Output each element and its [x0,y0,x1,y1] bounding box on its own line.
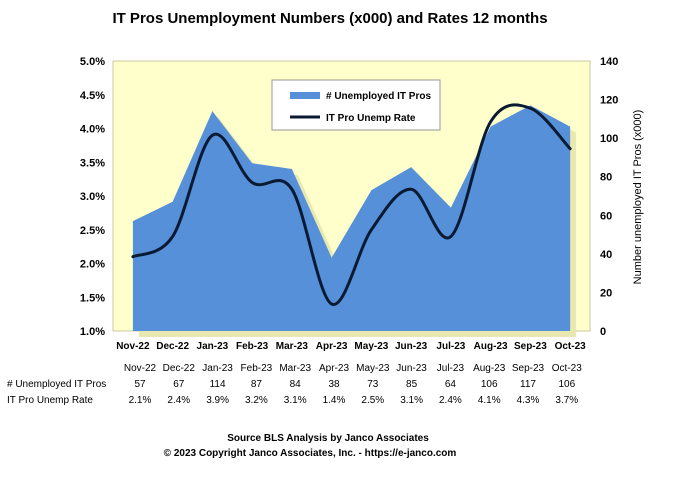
left-tick-label: 3.0% [80,191,105,203]
table-cell-value: 117 [520,379,536,390]
legend-area-swatch [290,92,320,99]
x-tick-label: Dec-22 [156,341,189,352]
x-tick-label: Apr-23 [316,341,348,352]
left-tick-label: 5.0% [80,56,105,68]
table-cell-value: 84 [290,379,302,390]
area-series-unemployed [132,105,571,331]
right-tick-label: 80 [600,172,612,184]
table-cell-value: 73 [367,379,379,390]
table-column-header: Oct-23 [552,363,582,374]
table-column-header: Nov-22 [124,363,157,374]
table-cell-value: 3.2% [245,395,268,406]
legend: # Unemployed IT Pros IT Pro Unemp Rate [271,79,441,131]
left-tick-label: 1.0% [80,326,105,338]
table-column-header: Apr-23 [319,363,349,374]
x-tick-label: Sep-23 [514,341,547,352]
right-tick-label: 100 [600,133,618,145]
table-cell-value: 3.9% [206,395,229,406]
table-column-header: May-23 [356,363,390,374]
x-tick-label: Jan-23 [197,341,229,352]
right-axis-label: Number unemployed IT Pros (x000) [632,110,644,285]
table-column-header: Aug-23 [473,363,506,374]
legend-line-label: IT Pro Unemp Rate [326,113,416,124]
line-series-rate [131,103,572,306]
table-cell-value: 38 [328,379,340,390]
table-cell-value: 1.4% [323,395,346,406]
right-tick-label: 20 [600,287,612,299]
data-table: Nov-22 Dec-22 Jan-23 Feb-23 Mar-23 Apr-23 May-… [7,363,582,406]
x-tick-label: May-23 [354,341,388,352]
left-tick-label: 2.0% [80,259,105,271]
table-column-header: Jul-23 [437,363,465,374]
table-column-header: Feb-23 [241,363,273,374]
x-tick-label: Oct-23 [555,341,587,352]
table-cell-value: 87 [251,379,263,390]
x-tick-label: Nov-22 [116,341,150,352]
table-column-header: Dec-22 [163,363,196,374]
left-tick-label: 3.5% [80,157,105,169]
source-line: Source BLS Analysis by Janco Associates [227,433,429,444]
table-cell-value: 3.1% [400,395,423,406]
table-cell-value: 3.7% [555,395,578,406]
table-cell-value: 3.1% [284,395,307,406]
table-cell-value: 106 [481,379,498,390]
table-column-header: Sep-23 [512,363,545,374]
x-tick-label: Jun-23 [395,341,428,352]
table-row-label: IT Pro Unemp Rate [7,395,93,406]
right-tick-label: 0 [600,326,606,338]
x-tick-label: Feb-23 [236,341,269,352]
table-column-header: Mar-23 [279,363,311,374]
right-tick-label: 60 [600,210,612,222]
table-row-label: # Unemployed IT Pros [7,379,106,390]
table-cell-value: 2.4% [167,395,190,406]
table-cell-value: 106 [558,379,575,390]
copyright-line: © 2023 Copyright Janco Associates, Inc. … [164,448,457,459]
legend-box [271,79,441,131]
chart-title: IT Pros Unemployment Numbers (x000) and … [112,10,547,27]
table-cell-value: 64 [445,379,457,390]
x-tick-label: Jul-23 [436,341,465,352]
right-tick-label: 120 [600,95,618,107]
table-cell-value: 4.1% [478,395,501,406]
table-cell-value: 67 [173,379,185,390]
table-column-header: Jan-23 [202,363,233,374]
right-tick-label: 40 [600,249,612,261]
table-cell-value: 2.1% [129,395,152,406]
x-tick-label: Mar-23 [276,341,309,352]
legend-area-label: # Unemployed IT Pros [326,91,431,102]
left-tick-label: 2.5% [80,225,105,237]
table-column-header: Jun-23 [396,363,427,374]
table-cell-value: 2.4% [439,395,462,406]
table-cell-value: 114 [210,379,226,390]
left-tick-label: 1.5% [80,292,105,304]
table-cell-value: 2.5% [361,395,384,406]
left-tick-label: 4.5% [80,90,105,102]
table-cell-value: 4.3% [517,395,540,406]
table-cell-value: 57 [134,379,146,390]
left-tick-label: 4.0% [80,124,105,136]
x-tick-label: Aug-23 [474,341,508,352]
right-tick-label: 140 [600,56,618,68]
table-cell-value: 85 [406,379,418,390]
